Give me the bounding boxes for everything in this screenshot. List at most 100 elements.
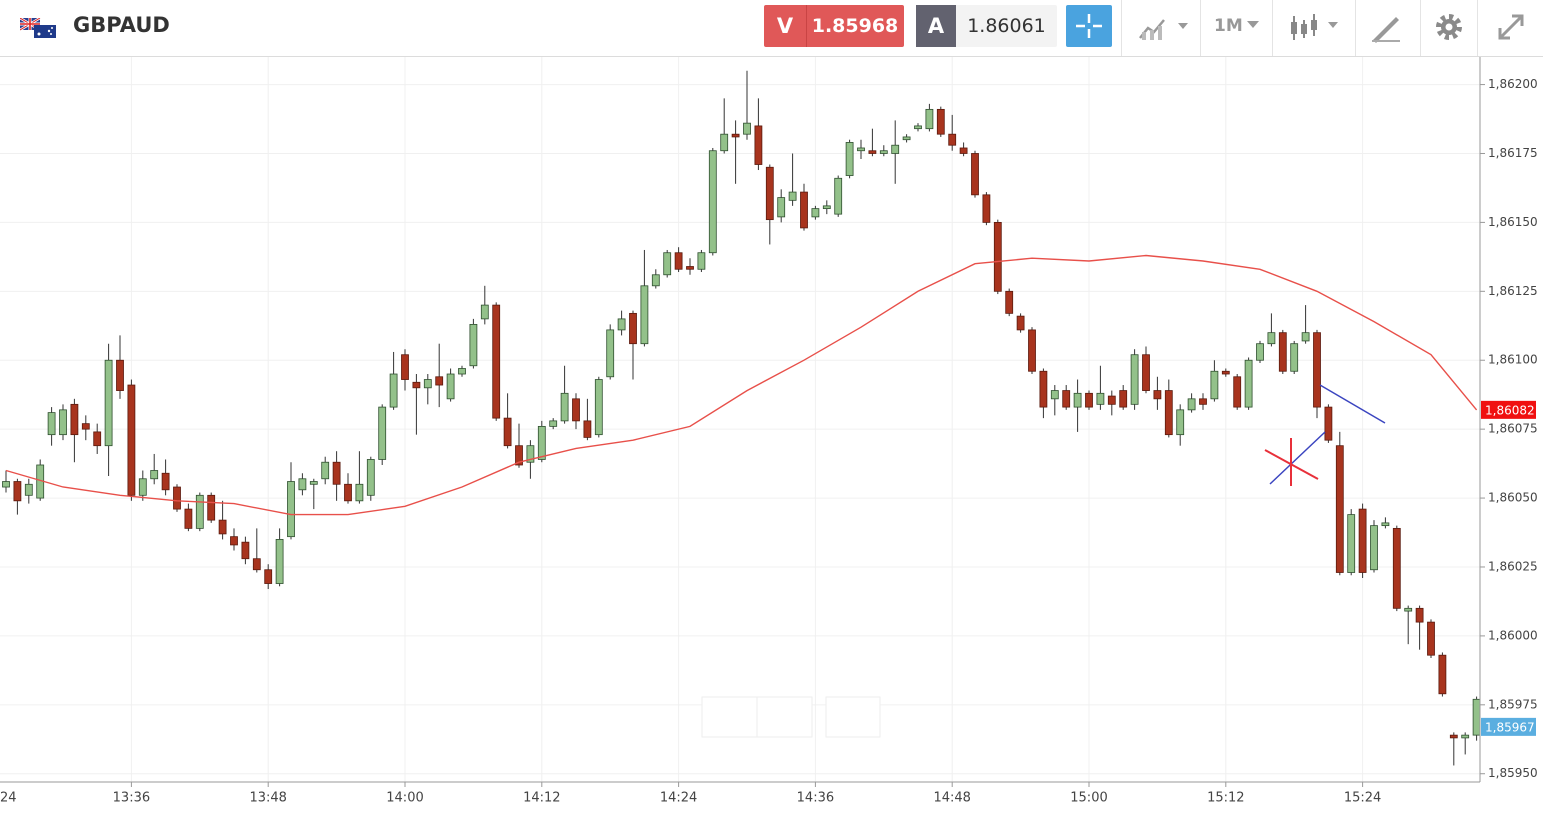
x-tick-label: 24 xyxy=(0,791,17,806)
candle-body xyxy=(1050,390,1059,400)
candle-body xyxy=(458,368,466,375)
candle-body xyxy=(1301,332,1310,342)
separator xyxy=(1355,0,1356,56)
candle-body xyxy=(344,483,352,502)
candle-body xyxy=(241,541,250,560)
candle-body xyxy=(537,425,546,460)
candle-body xyxy=(1233,376,1242,408)
chart-type-button[interactable] xyxy=(1138,14,1192,42)
candle-body xyxy=(1392,527,1401,609)
candle-body xyxy=(1130,354,1139,405)
toolbar: GBPAUD V 1.85968 A 1.86061 1M xyxy=(0,0,1543,57)
candle-body xyxy=(731,133,740,138)
candle-body xyxy=(287,481,295,538)
candle-body xyxy=(606,329,615,378)
draw-button[interactable] xyxy=(1370,13,1402,43)
candle-body xyxy=(549,420,558,427)
candle-body xyxy=(218,519,227,535)
candle-body xyxy=(1153,390,1162,400)
candle-body xyxy=(309,481,318,485)
candle-body xyxy=(1107,395,1116,405)
y-tick-label: 1,86025 xyxy=(1488,559,1538,573)
candle-body xyxy=(1324,406,1333,441)
candle-body xyxy=(583,420,592,438)
candle-body xyxy=(298,478,307,491)
overlay-button[interactable] xyxy=(825,696,881,738)
candle-body xyxy=(800,191,808,229)
candle-body xyxy=(13,481,22,502)
candle-body xyxy=(1404,607,1413,612)
candle-body xyxy=(560,392,569,422)
candle-body xyxy=(1164,390,1173,436)
candle-body xyxy=(332,461,341,485)
candle-body xyxy=(93,431,102,447)
candle-body xyxy=(1461,734,1470,739)
candle-body xyxy=(936,108,945,135)
candle-body xyxy=(1210,370,1219,400)
candle-body xyxy=(59,409,67,436)
grid xyxy=(0,57,1480,782)
candle-body xyxy=(902,136,911,141)
moving-average xyxy=(5,254,1478,516)
candle-body xyxy=(1142,354,1150,391)
candle-body xyxy=(469,323,478,367)
fullscreen-button[interactable] xyxy=(1496,12,1526,42)
candle-body xyxy=(389,373,398,408)
candle-body xyxy=(765,166,774,221)
settings-button[interactable] xyxy=(1434,12,1464,42)
candle-body xyxy=(868,150,877,154)
candle-body xyxy=(1427,621,1435,656)
candle-body xyxy=(879,150,888,154)
timeframe[interactable]: 1M xyxy=(1214,16,1243,36)
drawings xyxy=(701,384,1386,738)
candle-style-button[interactable] xyxy=(1288,12,1344,44)
candle-body xyxy=(822,205,831,210)
candle-body xyxy=(788,191,797,201)
y-tick-label: 1,85950 xyxy=(1488,766,1538,780)
candle-body xyxy=(81,423,90,430)
candle-body xyxy=(1278,332,1287,372)
candle-body xyxy=(1062,390,1071,408)
candle-body xyxy=(1005,290,1014,314)
candle-body xyxy=(1290,343,1299,372)
sell-button[interactable]: V 1.85968 xyxy=(764,5,904,47)
separator xyxy=(1420,0,1421,56)
candle-body xyxy=(674,252,683,270)
x-tick-label: 14:00 xyxy=(386,791,423,806)
candle-body xyxy=(845,142,854,176)
candle-body xyxy=(1073,392,1082,408)
x-tick-label: 15:24 xyxy=(1344,791,1381,806)
x-tick-label: 14:24 xyxy=(660,791,697,806)
buy-button[interactable]: A 1.86061 xyxy=(916,5,1057,47)
candle-body xyxy=(948,133,957,146)
candle-body xyxy=(195,494,204,529)
crosshair-button[interactable] xyxy=(1066,5,1112,47)
candle-body xyxy=(435,376,444,386)
candle-body xyxy=(446,373,455,400)
candle-body xyxy=(150,470,159,480)
candle-body xyxy=(1370,525,1378,571)
candle-body xyxy=(1313,332,1321,408)
candle-body xyxy=(993,221,1002,292)
candle-body xyxy=(640,285,649,345)
y-tick-label: 1,86125 xyxy=(1488,284,1538,298)
candle-body xyxy=(857,147,865,152)
candle-body xyxy=(708,150,717,254)
candle-body xyxy=(1449,734,1458,739)
candle-body xyxy=(2,481,10,488)
price-tag xyxy=(1481,400,1536,419)
candle-body xyxy=(1016,315,1025,331)
candle-body xyxy=(720,133,729,152)
candle-body xyxy=(1267,332,1276,345)
candle-body xyxy=(378,406,387,460)
candle-body xyxy=(1176,409,1185,436)
candle-body xyxy=(1244,359,1253,408)
dropdown-arrow xyxy=(1247,21,1259,28)
candle-body xyxy=(1028,329,1036,372)
candle-body xyxy=(104,359,113,447)
candle-body xyxy=(127,384,136,496)
candle-body xyxy=(366,459,375,496)
trend-line xyxy=(1319,384,1386,424)
